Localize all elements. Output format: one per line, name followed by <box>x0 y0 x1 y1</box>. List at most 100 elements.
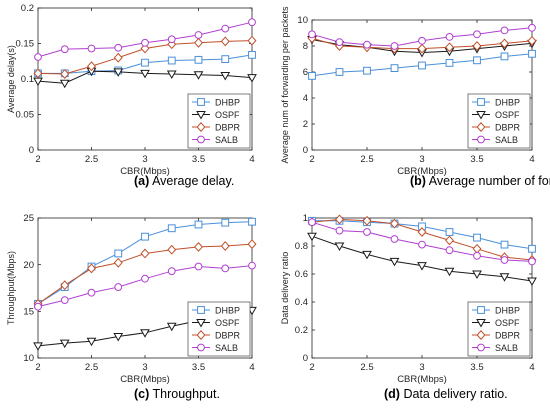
panel-d-series-salb-point <box>473 251 481 260</box>
panel-a-series-salb-point <box>221 24 230 33</box>
panel-a-xtick-label: 2 <box>35 154 40 165</box>
panel-a-series-salb-point <box>114 43 123 52</box>
panel-d-series-salb-point <box>335 226 344 235</box>
panel-a-series-salb-point <box>167 35 176 44</box>
panel-b-series-dhbp-point <box>418 61 426 70</box>
panel-b-legend-label: DBPR <box>495 122 521 132</box>
panel-d-series-salb-point <box>363 228 371 236</box>
panel-b-series-dbpr-point <box>417 43 427 54</box>
panel-d-legend-label: DHBP <box>495 305 520 315</box>
panel-d-legend-marker <box>477 343 485 352</box>
panel-b-series-dhbp-point <box>308 72 316 80</box>
panel-c-series-ospf-point <box>113 333 124 342</box>
panel-c-legend-label: DHBP <box>215 305 240 315</box>
panel-c-x-axis-label: CBR(Mbps) <box>120 374 170 385</box>
panel-b-series-dhbp <box>308 49 536 80</box>
panel-c-ytick-label: 25 <box>23 213 34 224</box>
panel-b-series-dhbp-point <box>500 52 509 61</box>
panel-c-xtick-label: 2 <box>35 362 40 373</box>
panel-c-xtick-label: 3.5 <box>192 362 205 373</box>
panel-b-ytick-label: 0 <box>303 145 308 156</box>
panel-d-series-salb-point <box>445 246 454 255</box>
panel-d-series-ospf-point <box>472 270 482 280</box>
panel-d-caption: (d) Data delivery ratio. <box>384 387 508 401</box>
panel-a-xtick-label: 3.5 <box>192 154 205 165</box>
panel-c-series-ospf-point <box>86 337 97 347</box>
panel-a-y-axis-label: Average delay(s) <box>6 45 16 113</box>
panel-d-legend-marker <box>476 319 486 328</box>
panel-a-legend: DHBP OSPF DBPR SALB <box>187 93 251 149</box>
panel-d-series-salb-point <box>528 257 536 266</box>
panel-c-series-dhbp-point <box>167 224 176 233</box>
panel-a-series-salb-point <box>34 53 42 61</box>
panel-a-legend-label: SALB <box>215 135 238 145</box>
panel-c-xtick-label: 3 <box>142 362 147 373</box>
panel-d-series-salb-point <box>308 218 316 227</box>
panel-a-series-salb-point <box>248 18 256 27</box>
panel-d-legend-label: DBPR <box>495 330 521 340</box>
panel-a-legend-marker <box>196 122 206 132</box>
panel-d-ytick-label: 0.8 <box>295 241 308 252</box>
panel-b-series-salb-point <box>418 36 426 45</box>
panel-b-series-dhbp-point <box>390 64 399 72</box>
panel-a-xtick-label: 3 <box>142 154 147 165</box>
panel-d-ytick-label: 0.6 <box>295 269 308 280</box>
panel-b-series-dbpr-point <box>500 38 509 49</box>
panel-c-xtick-label: 4 <box>249 362 254 373</box>
panel-d-xtick-label: 4 <box>529 362 534 373</box>
panel-a-series-dhbp-point <box>221 55 230 64</box>
panel-a-caption-label: (a) <box>134 174 149 188</box>
panel-c-series-dhbp-point <box>114 249 123 258</box>
panel-c-legend-label: OSPF <box>215 318 240 328</box>
panel-d-series-dhbp-point <box>528 244 536 253</box>
panel-b-legend-marker <box>477 98 485 106</box>
panel-c-series-dhbp-point <box>221 218 230 227</box>
panel-c-caption-label: (c) <box>134 387 149 401</box>
panel-d-legend-marker <box>477 306 485 314</box>
panel-a-series-ospf-point <box>193 71 204 80</box>
panel-b-xtick-label: 2.5 <box>360 154 373 165</box>
panel-c-legend-label: SALB <box>215 343 238 353</box>
panel-c-series-dbpr-point <box>113 257 123 268</box>
panel-c-legend-label: DBPR <box>215 330 241 340</box>
panel-b-series-salb-point <box>445 33 454 41</box>
panel-a-series-salb-point <box>141 38 149 47</box>
panel-b-series-salb-point <box>500 26 509 35</box>
panel-c-series-salb-point <box>167 267 176 276</box>
panel-d-series-dbpr-point <box>417 227 427 237</box>
panel-d-series-salb-point <box>500 256 509 264</box>
panel-a-series-dhbp-point <box>194 55 203 64</box>
panel-a: 2 2.5 3 3.5 400.050.10.150.2CBR(Mbps)Average… <box>6 3 257 188</box>
panel-d-y-axis-label: Data delivery ratio <box>280 252 290 325</box>
panel-b-ytick-label: 10 <box>297 15 308 26</box>
panel-d-series-salb-point <box>390 235 399 243</box>
panel-c-series-ospf-point <box>140 329 150 338</box>
panel-d-series-ospf <box>307 232 537 287</box>
panel-c-legend: DHBP OSPF DBPR SALB <box>187 301 251 357</box>
panel-a-caption: (a) Average delay. <box>134 174 234 188</box>
panel-b-xtick-label: 4 <box>529 154 534 165</box>
panel-c-legend-marker <box>196 319 206 328</box>
panel-c-caption-text: Throughput. <box>149 387 220 401</box>
panel-a-series-ospf-point <box>247 74 257 83</box>
panel-a-series-salb-point <box>194 31 203 39</box>
panel-c-series-dbpr-point <box>140 248 150 259</box>
panel-a-legend-marker <box>196 111 206 120</box>
panel-a-series-dhbp-point <box>167 56 176 65</box>
panel-b-x-axis-label: CBR(Mbps) <box>397 166 447 177</box>
panel-d-series-ospf-point <box>389 257 400 267</box>
panel-b-legend-marker <box>477 135 485 144</box>
panel-c-series-salb-point <box>114 283 123 291</box>
panel-c-series-dbpr-point <box>87 263 96 274</box>
panel-b-legend-label: OSPF <box>495 110 520 120</box>
panel-d-series-ospf-point <box>527 277 537 287</box>
panel-a-x-axis-label: CBR(Mbps) <box>120 166 170 177</box>
panel-b-caption: (b) Average number of forwarding per pac… <box>410 174 550 188</box>
panel-b-legend-marker <box>476 122 486 132</box>
panel-c-ytick-label: 15 <box>23 307 34 318</box>
panel-d-series-ospf-point <box>499 273 510 282</box>
panel-b-y-axis-label: Average num of forwarding per packets <box>280 6 290 163</box>
panel-c-ytick-label: 10 <box>23 353 34 364</box>
panel-d-series-salb-point <box>418 240 426 249</box>
